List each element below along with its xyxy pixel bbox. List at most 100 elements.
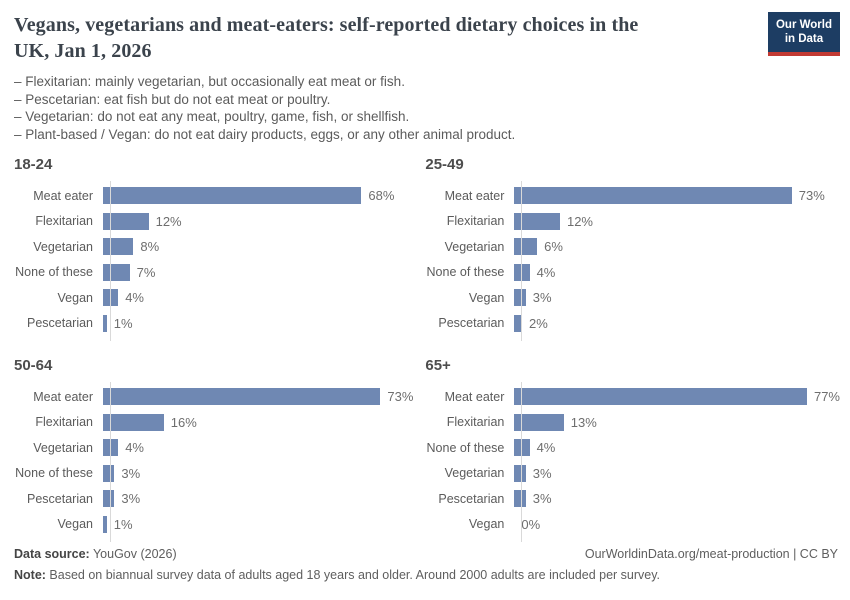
- panel-title: 50-64: [14, 357, 53, 374]
- bar[interactable]: [514, 289, 526, 307]
- category-label: Pescetarian: [438, 491, 505, 506]
- bar-row: Pescetarian 3%: [425, 486, 840, 512]
- bar[interactable]: [514, 314, 522, 332]
- bar-area: 12%: [513, 212, 840, 230]
- subtitle-line: – Vegetarian: do not eat any meat, poult…: [14, 109, 410, 124]
- bar-area: 3%: [102, 490, 415, 508]
- bar-area: 3%: [513, 490, 840, 508]
- bar[interactable]: [514, 439, 530, 457]
- bar-area: 4%: [102, 439, 415, 457]
- bar-row: Flexitarian 13%: [425, 410, 840, 436]
- bar[interactable]: [514, 413, 564, 431]
- value-label: 0%: [521, 516, 541, 532]
- category-label: Flexitarian: [35, 415, 93, 430]
- category-label: Vegetarian: [33, 239, 93, 254]
- subtitle-line: – Plant-based / Vegan: do not eat dairy …: [14, 126, 516, 142]
- value-label: 4%: [125, 440, 144, 456]
- value-label: 12%: [566, 213, 593, 229]
- bar[interactable]: [103, 289, 119, 307]
- bar[interactable]: [103, 515, 107, 533]
- bar-area: 3%: [513, 289, 840, 307]
- category-label: Meat eater: [444, 389, 505, 404]
- bar[interactable]: [103, 439, 119, 457]
- bar-row: Vegan 1%: [14, 512, 415, 538]
- bar[interactable]: [514, 464, 526, 482]
- owid-logo-line1: Our World: [775, 19, 832, 31]
- bar-row: None of these 3%: [14, 461, 415, 487]
- bar[interactable]: [103, 490, 115, 508]
- owid-logo-red-bar: [767, 52, 840, 56]
- bar-row: Vegetarian 8%: [14, 234, 415, 260]
- footer-note: Note: Based on biannual survey data of a…: [14, 565, 838, 586]
- bar-area: 77%: [513, 388, 840, 406]
- value-label: 73%: [387, 389, 414, 405]
- bar-area: 0%: [513, 516, 840, 533]
- value-label: 1%: [113, 315, 133, 331]
- bar[interactable]: [103, 238, 134, 256]
- owid-logo-line2: in Data: [784, 32, 824, 45]
- bar-area: 4%: [513, 439, 840, 457]
- bar[interactable]: [103, 187, 362, 205]
- bar-row: Meat eater 68%: [14, 183, 415, 209]
- bar-row: Meat eater 77%: [425, 384, 840, 410]
- category-label: Pescetarian: [438, 316, 505, 331]
- data-source-label: Data source:: [14, 547, 90, 561]
- owid-url-link[interactable]: OurWorldinData.org/meat-production | CC …: [584, 547, 838, 561]
- bar-row: Meat eater 73%: [425, 183, 840, 209]
- bar-rows: Meat eater 73% Flexitarian 12% Vegetarian 6% N…: [425, 181, 840, 341]
- value-label: 2%: [528, 315, 548, 331]
- value-label: 12%: [155, 213, 182, 229]
- bar-area: 7%: [102, 263, 415, 281]
- bar[interactable]: [514, 388, 807, 406]
- bar[interactable]: [103, 263, 130, 281]
- category-label: Pescetarian: [26, 316, 93, 331]
- bar-row: None of these 4%: [425, 435, 840, 461]
- footer: Data source: YouGov (2026) OurWorldinDat…: [14, 544, 838, 586]
- note-text: Based on biannual survey data of adults …: [45, 568, 661, 582]
- note-label: Note:: [14, 568, 46, 582]
- category-label: Vegan: [468, 290, 505, 305]
- bar[interactable]: [514, 238, 538, 256]
- category-label: Flexitarian: [446, 214, 505, 229]
- bar-area: 8%: [102, 238, 415, 256]
- bar-rows: Meat eater 68% Flexitarian 12% Vegetarian 8% N…: [14, 181, 415, 341]
- data-source-text: YouGov (2026): [89, 547, 177, 561]
- category-label: Flexitarian: [35, 214, 93, 229]
- bar-row: Pescetarian 1%: [14, 311, 415, 337]
- value-label: 3%: [532, 491, 552, 507]
- bar[interactable]: [514, 187, 792, 205]
- bar-row: Vegan 3%: [425, 285, 840, 311]
- bar[interactable]: [103, 388, 381, 406]
- bar-area: 68%: [102, 187, 415, 205]
- subtitle-line: – Flexitarian: mainly vegetarian, but oc…: [14, 74, 405, 89]
- category-label: Meat eater: [33, 188, 93, 203]
- panel-title: 25-49: [425, 156, 464, 173]
- bar-row: Vegan 0%: [425, 512, 840, 538]
- value-label: 6%: [544, 239, 563, 255]
- bar-area: 4%: [102, 289, 415, 307]
- chart-panel-18-24: 18-24 Meat eater 68% Flexitarian 12% Vegetar…: [14, 156, 415, 341]
- bar[interactable]: [103, 413, 164, 431]
- bar[interactable]: [103, 464, 115, 482]
- category-label: None of these: [426, 265, 505, 280]
- bar-area: 1%: [102, 314, 415, 332]
- category-label: Meat eater: [33, 389, 93, 404]
- bar[interactable]: [514, 263, 530, 281]
- value-label: 13%: [570, 414, 597, 430]
- owid-logo[interactable]: Our World in Data: [767, 12, 840, 56]
- chart-panel-50-64: 50-64 Meat eater 73% Flexitarian 16% Vegetar…: [14, 357, 415, 542]
- bar[interactable]: [103, 212, 149, 230]
- bar[interactable]: [514, 212, 560, 230]
- bar-area: 4%: [513, 263, 840, 281]
- bar[interactable]: [514, 490, 526, 508]
- bar-area: 3%: [102, 464, 415, 482]
- bar-row: Vegetarian 3%: [425, 461, 840, 487]
- bar[interactable]: [103, 314, 107, 332]
- bar-area: 1%: [102, 515, 415, 533]
- bar-area: 2%: [513, 314, 840, 332]
- category-label: Meat eater: [444, 188, 505, 203]
- value-label: 1%: [113, 516, 133, 532]
- category-label: Vegan: [57, 290, 93, 305]
- category-label: Pescetarian: [26, 491, 93, 506]
